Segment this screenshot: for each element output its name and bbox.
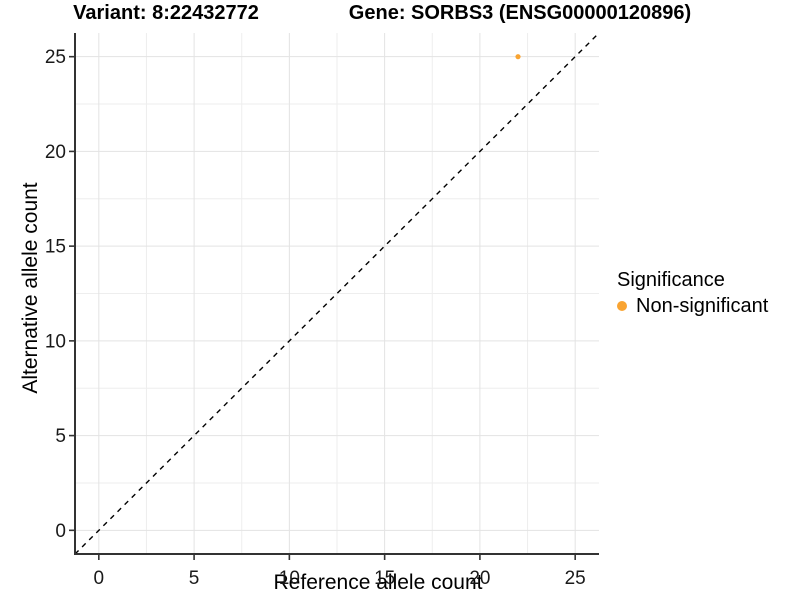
x-axis-title: Reference allele count [273, 571, 483, 594]
x-tick-label: 5 [189, 568, 200, 589]
x-tick-label: 0 [94, 568, 105, 589]
plot-title-gene: Gene: SORBS3 (ENSG00000120896) [348, 2, 692, 24]
x-tick-label: 25 [565, 568, 586, 589]
y-tick-label: 0 [55, 521, 66, 542]
y-tick-label: 10 [45, 331, 66, 352]
y-tick-label: 20 [45, 142, 66, 163]
identity-line [74, 32, 600, 555]
y-tick-label: 15 [45, 237, 66, 258]
data-point [515, 54, 521, 60]
legend-title: Significance [617, 269, 725, 291]
legend-item: Non-significant [617, 294, 768, 318]
legend-point-icon [617, 301, 627, 311]
x-tick-label: 15 [374, 568, 395, 589]
legend-item-label: Non-significant [636, 295, 769, 317]
x-tick-label: 10 [279, 568, 300, 589]
x-tick-label: 20 [469, 568, 490, 589]
y-tick-label: 25 [45, 47, 66, 68]
y-tick-label: 5 [55, 426, 66, 447]
legend: Significance Non-significant [617, 268, 768, 318]
plot-title-variant: Variant: 8:22432772 [73, 2, 259, 24]
